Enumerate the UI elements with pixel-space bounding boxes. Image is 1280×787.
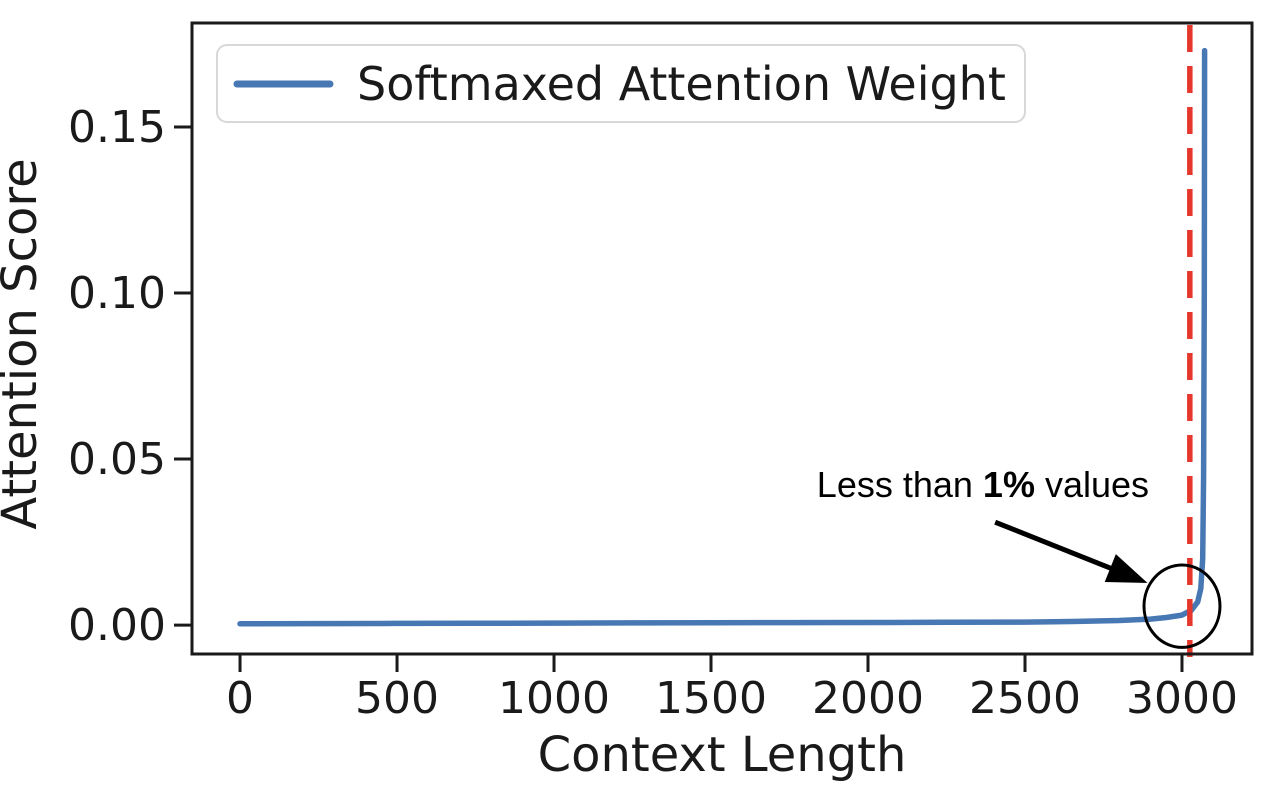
x-tick-label: 0 xyxy=(226,673,254,724)
x-tick-label: 1500 xyxy=(655,673,767,724)
annotation-text: Less than 1% values xyxy=(817,464,1149,505)
annotation-circle xyxy=(1142,563,1222,649)
annotation-text-bold: 1% xyxy=(983,464,1035,505)
y-tick-label: 0.15 xyxy=(68,102,166,153)
x-axis-label: Context Length xyxy=(538,727,907,783)
legend-label: Softmaxed Attention Weight xyxy=(357,57,1006,111)
legend-box xyxy=(216,44,1026,123)
annotation-text-suffix: values xyxy=(1035,464,1149,505)
attention-line xyxy=(237,47,1208,627)
legend: Softmaxed Attention Weight xyxy=(216,44,1026,123)
x-tick-label: 1000 xyxy=(498,673,610,724)
y-axis-label: Attention Score xyxy=(0,158,48,529)
y-tick-label: 0.05 xyxy=(68,434,166,485)
annotation-arrow-head-icon xyxy=(1104,554,1148,583)
axis-ticks: 0 500 1000 1500 2000 2500 3000 0.00 0.05 0.10 0.15 xyxy=(68,102,1238,724)
series-layer xyxy=(237,47,1208,627)
annotation-group: Less than 1% values xyxy=(817,464,1222,649)
annotation-arrow-line xyxy=(994,519,1117,573)
y-tick-label: 0.10 xyxy=(68,268,166,319)
plot-border xyxy=(190,21,1254,656)
x-tick-label: 500 xyxy=(355,673,439,724)
axes-spines xyxy=(190,21,1254,656)
x-tick-label: 2500 xyxy=(969,673,1081,724)
annotation-text-prefix: Less than xyxy=(817,464,983,505)
x-tick-label: 3000 xyxy=(1126,673,1238,724)
y-tick-label: 0.00 xyxy=(68,600,166,651)
x-tick-label: 2000 xyxy=(812,673,924,724)
